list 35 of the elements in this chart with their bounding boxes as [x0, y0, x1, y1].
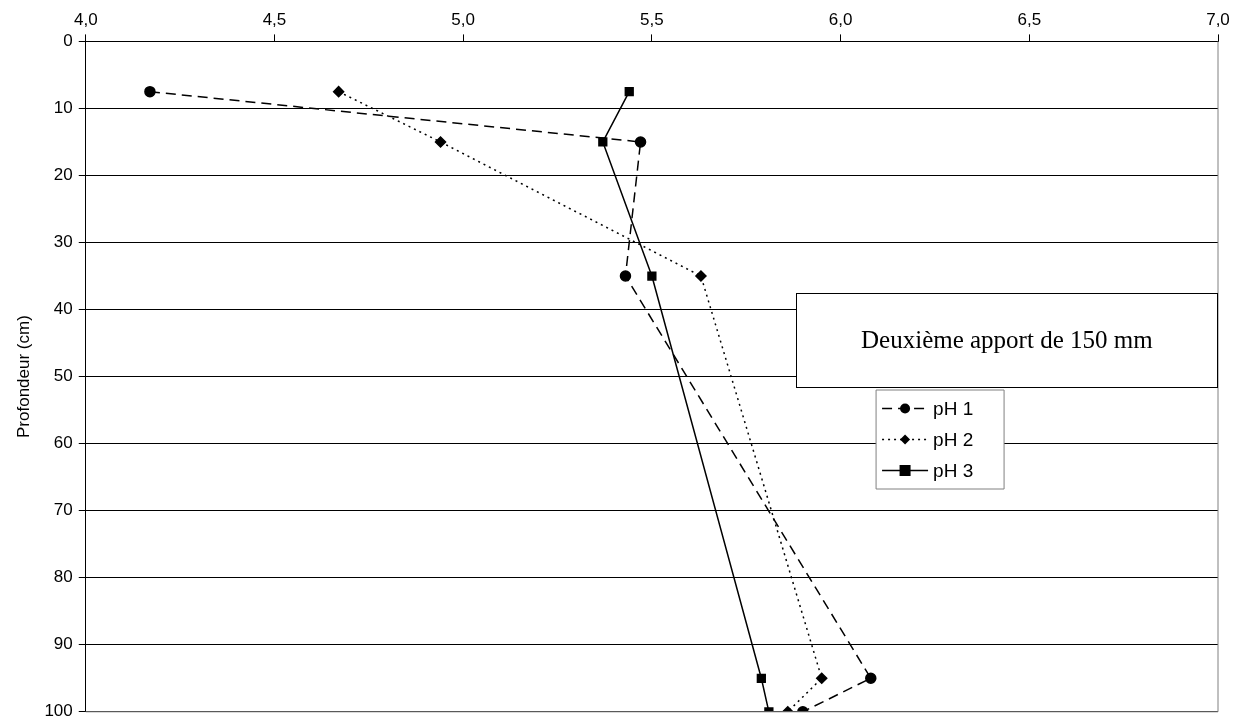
point	[865, 672, 877, 685]
y-axis-title: Profondeur (cm)	[13, 315, 33, 439]
y-tick-label: 100	[44, 701, 73, 721]
point	[756, 673, 766, 683]
y-tick-label: 10	[53, 98, 73, 118]
y-tick-label: 20	[53, 165, 73, 185]
point	[647, 271, 657, 281]
y-tick-label: 0	[63, 31, 73, 51]
point	[598, 137, 608, 147]
legend-label: pH 3	[933, 459, 974, 481]
x-tick-label: 5,5	[640, 9, 664, 29]
x-tick-label: 7,0	[1206, 9, 1230, 29]
legend-label: pH 1	[933, 397, 974, 419]
y-tick-label: 80	[53, 567, 73, 587]
legend-label: pH 2	[933, 428, 974, 450]
x-tick-label: 4,5	[262, 9, 287, 29]
y-tick-label: 60	[53, 433, 73, 453]
point	[619, 270, 632, 282]
point	[634, 136, 647, 148]
point	[815, 672, 828, 685]
y-tick-label: 40	[53, 299, 73, 319]
y-tick-label: 50	[53, 366, 73, 386]
x-tick-label: 4,0	[73, 9, 98, 29]
point	[332, 85, 345, 98]
point	[624, 87, 634, 97]
x-tick-label: 5,0	[451, 9, 475, 29]
y-tick-label: 90	[53, 634, 73, 654]
x-tick-label: 6,0	[828, 9, 853, 29]
note-box: Deuxième apport de 150 mm	[795, 292, 1218, 388]
point	[695, 270, 707, 282]
y-tick-label: 30	[53, 232, 73, 252]
x-tick-label: 6,5	[1017, 9, 1042, 29]
y-tick-label: 70	[53, 500, 73, 520]
point	[144, 85, 156, 98]
point	[434, 136, 447, 148]
